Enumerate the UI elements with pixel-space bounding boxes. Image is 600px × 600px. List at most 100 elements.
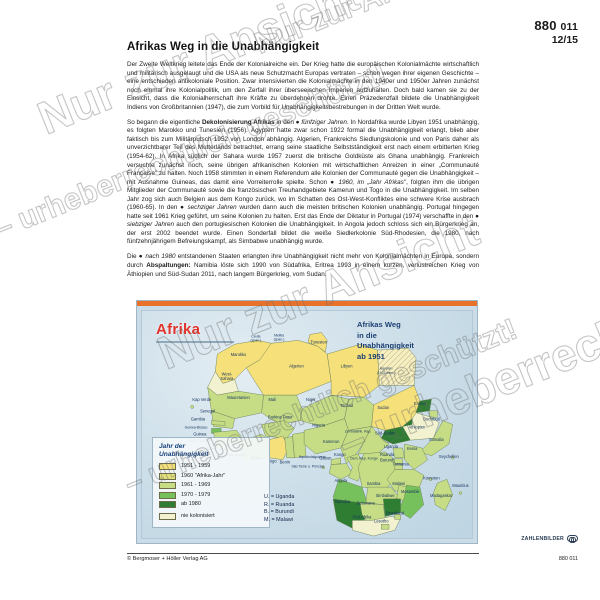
map-panel: Marokko Ceuta (span.) Melilla (span.) West-Sa… <box>136 300 478 544</box>
country-uganda <box>392 447 405 458</box>
map-canvas: Marokko Ceuta (span.) Melilla (span.) West-Sa… <box>141 310 473 539</box>
country-label: Lesotho <box>374 518 389 523</box>
country-egypt <box>377 347 417 386</box>
legend-items: 1951 - 1959 1960 "Afrika-Jahr" 1961 - 1969… <box>159 462 264 521</box>
legend-item: 1961 - 1969 <box>159 482 264 490</box>
country-label: Äquatorialguinea <box>299 455 325 459</box>
country-label: Tschad <box>340 403 353 408</box>
country-equatorial-guinea <box>330 457 341 465</box>
country-label: Äthiopien <box>409 424 426 429</box>
country-label: Süd-Sudan <box>375 430 395 435</box>
country-label: Togo <box>268 459 278 464</box>
country-algeria <box>245 340 332 396</box>
country-label: Komoren <box>423 475 439 480</box>
article-paragraph: So begann die eigentliche Dekolonisierun… <box>127 118 480 246</box>
legend-item: ab 1980 <box>159 501 264 509</box>
country-sao-tome <box>321 466 325 470</box>
legend-label: 1961 - 1969 <box>181 482 211 489</box>
country-cape-verde <box>190 405 194 409</box>
legend-label: ab 1980 <box>181 501 201 508</box>
country-label: Dschibuti <box>423 417 440 422</box>
country-tunisia <box>307 332 328 353</box>
country-zimbabwe <box>383 498 401 517</box>
abbreviation-item: M. = Malawi <box>264 516 293 523</box>
country-gambia <box>211 420 226 426</box>
article-paragraph: Der Zweite Weltkrieg leitete das Ende de… <box>127 61 479 111</box>
legend-label: 1960 "Afrika-Jahr" <box>181 472 226 479</box>
country-rwanda <box>394 458 403 464</box>
page-title: Afrikas Weg in die Unabhängigkeit <box>127 41 320 53</box>
article-body: Der Zweite Weltkrieg leitete das Ende de… <box>127 61 479 286</box>
country-label: Mali <box>269 397 277 402</box>
map-legend: Jahr der Unabhängigkeit 1951 - 1959 1960 "… <box>152 436 270 528</box>
country-label: Melilla (span.) <box>274 333 285 341</box>
footer-code: 880 011 <box>558 556 578 562</box>
map-subtitle-line: Unabhängigkeit <box>357 341 414 350</box>
africa-map-svg: Marokko Ceuta (span.) Melilla (span.) West-Sa… <box>185 332 469 537</box>
country-label: Gambia <box>191 417 206 422</box>
country-label: Angola <box>334 478 347 483</box>
country-burkina <box>261 420 295 439</box>
legend-swatch <box>159 501 176 509</box>
country-label: Gabun <box>319 456 331 461</box>
country-label: Guinea-Bissau <box>185 425 208 429</box>
country-label: Nigeria <box>312 422 326 427</box>
country-label: Libyen <box>341 364 353 369</box>
map-accent-bar <box>137 301 477 306</box>
country-label-group: Marokko Ceuta (span.) Melilla (span.) West-Sa… <box>185 333 469 523</box>
brand-text: ZAHLENBILDER <box>521 535 564 542</box>
country-label: Guinea <box>193 431 207 436</box>
country-label: Senegal <box>200 409 215 414</box>
copyright-text: © Bergmoser + Höller Verlag AG <box>127 556 208 562</box>
country-label: Burkina Faso <box>268 415 293 420</box>
country-south-africa <box>352 516 401 537</box>
country-djibouti <box>429 410 438 418</box>
country-madagascar <box>433 479 453 511</box>
country-label: Mosambik <box>401 489 420 494</box>
country-label: Zentralafrik. Rep. <box>345 429 372 433</box>
country-label: Eritrea <box>414 401 427 406</box>
country-label: Simbabwe <box>376 493 396 498</box>
country-label: Madagaskar <box>430 493 453 498</box>
country-label: Mauritius <box>452 483 468 488</box>
footer-divider <box>127 553 479 554</box>
country-libya <box>327 344 380 398</box>
country-label: Botswana <box>357 501 376 506</box>
country-label: Benin <box>280 460 290 465</box>
country-label: Kenia <box>407 446 418 451</box>
legend-swatch <box>159 472 176 480</box>
legend-title-line: Unabhängigkeit <box>159 450 209 458</box>
country-label: Niger <box>306 397 316 402</box>
header-codes: 880 011 12/15 <box>534 18 578 47</box>
country-label: Kongo <box>334 452 346 457</box>
country-label: Algerien <box>289 364 304 369</box>
country-kenya <box>404 443 428 470</box>
country-label: Namibia <box>335 499 351 504</box>
legend-swatch <box>159 513 176 521</box>
abbreviation-item: R. = Ruanda <box>264 501 295 508</box>
country-label: Seychellen <box>439 454 459 459</box>
country-label: São Tomé u. Príncipe <box>291 465 324 469</box>
legend-swatch <box>159 482 176 490</box>
legend-item: nie kolonisiert <box>159 513 264 521</box>
brand-logo-icon <box>567 535 578 544</box>
country-label: Kap Verde <box>192 397 212 402</box>
map-subtitle-line: ab 1951 <box>357 351 385 361</box>
publisher-brand: ZAHLENBILDER <box>521 535 578 544</box>
article-paragraph: Die ● nach 1980 entstandenen Staaten erl… <box>127 253 480 278</box>
legend-label: 1970 - 1979 <box>181 491 211 498</box>
page-number: 12/15 <box>551 34 578 47</box>
map-subtitle-line: Afrikas Weg <box>357 320 401 329</box>
country-label: Ceuta (span.) <box>250 334 261 342</box>
map-title: Afrika <box>156 321 201 338</box>
document-number: 880 011 <box>534 18 578 33</box>
country-seychelles <box>451 456 455 460</box>
country-label: Sambia <box>367 481 381 486</box>
country-south-sudan <box>381 418 413 445</box>
legend-label: nie kolonisiert <box>181 513 215 520</box>
legend-label: 1951 - 1959 <box>181 462 211 469</box>
legend-abbreviations: U. = Uganda R. = Ruanda B. = Burundi M. = M… <box>264 494 294 524</box>
country-benin <box>292 432 307 458</box>
country-label: Swasiland <box>386 510 404 515</box>
